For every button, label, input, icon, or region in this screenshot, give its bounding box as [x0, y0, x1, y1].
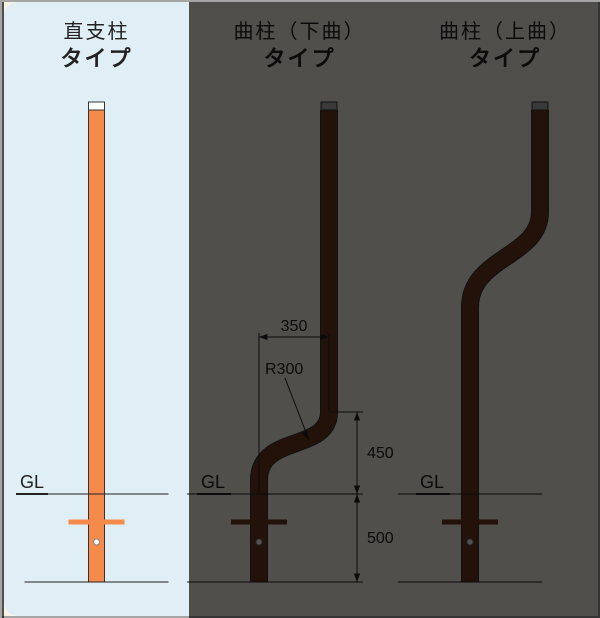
panel-lower-curve[interactable]: 曲柱（下曲） タイプ: [189, 2, 410, 616]
panel-title: 曲柱（下曲） タイプ: [189, 20, 410, 73]
title-line2: タイプ: [4, 45, 189, 73]
title-line1: 曲柱（上曲）: [410, 20, 600, 45]
diagram-stage: 直支柱 タイプ 曲柱（下曲） タイプ 曲柱（上曲） タイプ GLGL350R30…: [0, 0, 600, 618]
title-line1: 曲柱（下曲）: [189, 20, 410, 45]
title-line1: 直支柱: [4, 20, 189, 45]
panel-upper-curve[interactable]: 曲柱（上曲） タイプ: [410, 2, 600, 616]
panel-title: 直支柱 タイプ: [4, 20, 189, 73]
title-line2: タイプ: [410, 45, 600, 73]
title-line2: タイプ: [189, 45, 410, 73]
panel-title: 曲柱（上曲） タイプ: [410, 20, 600, 73]
panel-straight[interactable]: 直支柱 タイプ: [4, 2, 189, 616]
